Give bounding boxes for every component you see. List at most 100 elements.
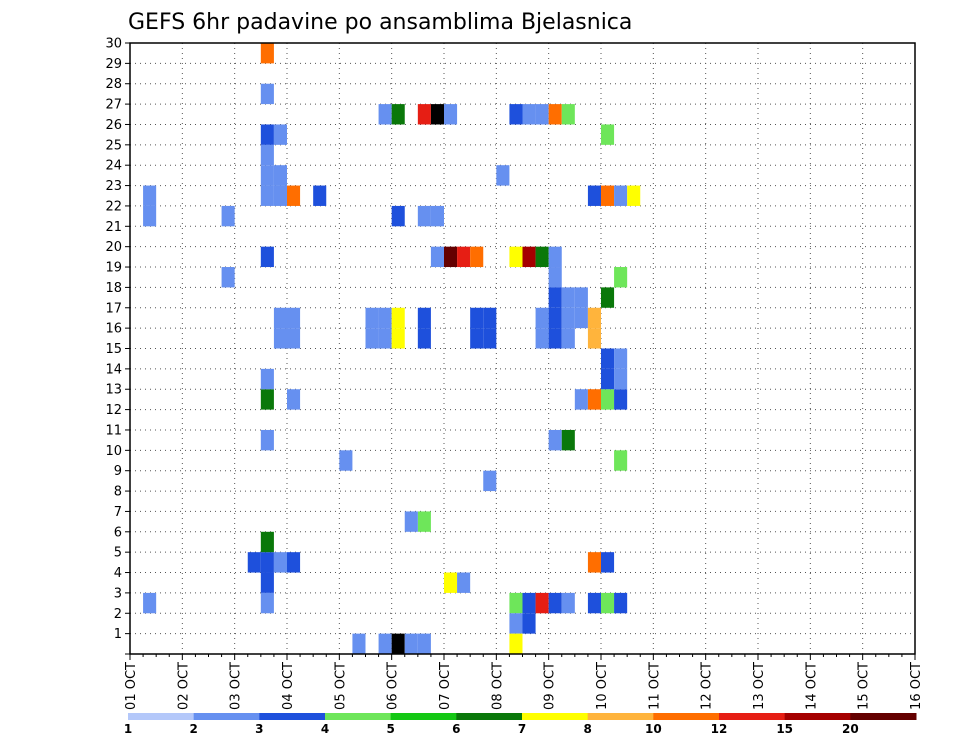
heatmap-cell: [627, 185, 641, 206]
y-tick-label: 16: [105, 322, 122, 337]
heatmap-cell: [535, 104, 549, 125]
heatmap-cell: [601, 185, 615, 206]
y-tick-label: 28: [105, 77, 122, 92]
heatmap-cell: [561, 429, 575, 451]
y-tick-label: 3: [114, 586, 122, 601]
heatmap-cell: [260, 368, 274, 390]
y-tick-label: 9: [114, 464, 122, 479]
y-tick-label: 2: [114, 607, 122, 622]
heatmap-cell: [260, 83, 274, 105]
heatmap-cell: [535, 246, 549, 268]
heatmap-cell: [287, 185, 301, 206]
heatmap-cell: [601, 552, 615, 573]
x-tick-label: 11 OCT: [647, 662, 662, 710]
heatmap-cell: [273, 307, 287, 329]
heatmap-cell: [352, 633, 366, 654]
legend-label: 15: [776, 722, 793, 736]
heatmap-cell: [561, 287, 575, 308]
heatmap-cell: [522, 613, 536, 634]
legend-swatch: [719, 713, 786, 720]
x-tick-label: 04 OCT: [281, 662, 296, 710]
heatmap-cell: [614, 267, 628, 288]
x-tick-label: 15 OCT: [857, 662, 872, 710]
y-tick-label: 15: [105, 342, 122, 357]
cells: [143, 43, 641, 654]
heatmap-cell: [587, 592, 601, 614]
heatmap-cell: [483, 307, 497, 329]
legend-label: 20: [842, 722, 859, 736]
heatmap-cell: [457, 246, 471, 268]
y-tick-label: 20: [105, 240, 122, 255]
heatmap-cell: [430, 104, 444, 125]
y-tick-label: 8: [114, 485, 122, 500]
y-tick-label: 5: [114, 546, 122, 561]
legend-label: 1: [124, 722, 132, 736]
y-tick-label: 7: [114, 505, 122, 520]
heatmap-cell: [378, 307, 392, 329]
legend-label: 10: [645, 722, 662, 736]
heatmap-cell: [260, 124, 274, 145]
heatmap-cell: [260, 429, 274, 451]
heatmap-cell: [287, 307, 301, 329]
heatmap-cell: [509, 613, 523, 634]
heatmap-cell: [614, 389, 628, 410]
heatmap-cell: [378, 633, 392, 654]
heatmap-cell: [365, 307, 379, 329]
legend-swatch: [259, 713, 326, 720]
heatmap-cell: [287, 389, 301, 410]
heatmap-cell: [260, 552, 274, 573]
heatmap-cell: [417, 511, 431, 532]
heatmap-cell: [417, 307, 431, 329]
y-tick-label: 1: [114, 627, 122, 642]
heatmap-cell: [470, 307, 484, 329]
x-tick-label: 02 OCT: [176, 662, 191, 710]
heatmap-cell: [601, 124, 615, 145]
y-tick-label: 14: [105, 362, 122, 377]
legend-label: 5: [386, 722, 394, 736]
y-tick-label: 27: [105, 98, 122, 113]
heatmap-cell: [561, 104, 575, 125]
legend-label: 8: [583, 722, 591, 736]
heatmap-cell: [287, 552, 301, 573]
heatmap-cell: [339, 450, 353, 471]
heatmap-cell: [444, 246, 458, 268]
color-legend: 1 2 3 4 5 6 7 8 10 12 15 20: [124, 713, 917, 736]
heatmap-cell: [417, 104, 431, 125]
heatmap-cell: [417, 328, 431, 349]
heatmap-cell: [444, 572, 458, 593]
heatmap-cell: [287, 328, 301, 349]
heatmap-cell: [260, 592, 274, 614]
y-tick-label: 22: [105, 199, 122, 214]
x-tick-label: 13 OCT: [752, 662, 767, 710]
heatmap-cell: [587, 389, 601, 410]
legend-swatch: [456, 713, 523, 720]
heatmap-cell: [470, 246, 484, 268]
heatmap-cell: [535, 307, 549, 329]
heatmap-cell: [587, 552, 601, 573]
x-tick-label: 12 OCT: [700, 662, 715, 710]
y-tick-label: 13: [105, 383, 122, 398]
heatmap-cell: [535, 592, 549, 614]
heatmap-cell: [391, 205, 405, 227]
legend-label: 2: [189, 722, 197, 736]
y-tick-label: 25: [105, 138, 122, 153]
heatmap-cell: [509, 104, 523, 125]
y-tick-label: 30: [105, 37, 122, 52]
heatmap-cell: [614, 592, 628, 614]
heatmap-cell: [273, 552, 287, 573]
heatmap-cell: [548, 287, 562, 308]
y-tick-label: 26: [105, 118, 122, 133]
heatmap-cell: [601, 389, 615, 410]
chart-title: GEFS 6hr padavine po ansamblima Bjelasni…: [128, 10, 632, 35]
legend-label: 4: [321, 722, 329, 736]
x-tick-label: 08 OCT: [490, 662, 505, 710]
legend-label: 3: [255, 722, 263, 736]
heatmap-cell: [260, 572, 274, 593]
heatmap-cell: [430, 205, 444, 227]
heatmap-cell: [574, 287, 588, 308]
heatmap-cell: [561, 592, 575, 614]
heatmap-cell: [260, 185, 274, 206]
heatmap-cell: [378, 104, 392, 125]
x-tick-label: 06 OCT: [386, 662, 401, 710]
